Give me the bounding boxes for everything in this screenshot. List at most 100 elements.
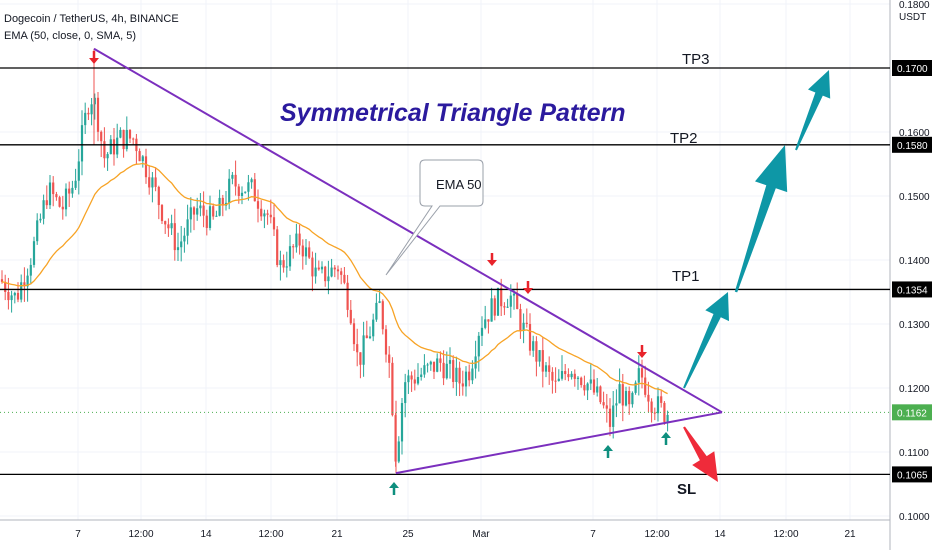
- price-tag-bg: [892, 136, 932, 153]
- candle-body: [410, 375, 413, 380]
- candle-body: [612, 405, 615, 427]
- candle-body: [634, 382, 637, 393]
- grid: [0, 0, 890, 520]
- candle-body: [330, 267, 333, 277]
- candle-body: [503, 306, 506, 308]
- candle-body: [208, 206, 212, 228]
- candle-body: [266, 213, 269, 215]
- price-tag-text: 0.1354: [897, 285, 928, 296]
- candle-body: [519, 309, 522, 331]
- target-arrow-1: [683, 292, 729, 389]
- price-tick-label: 0.1800: [899, 0, 930, 11]
- candle-body: [138, 151, 141, 162]
- candle-body: [314, 267, 317, 277]
- candle-body: [279, 260, 282, 266]
- candle-body: [71, 187, 74, 194]
- candle-body: [516, 293, 519, 310]
- candle-body: [570, 373, 573, 378]
- candle-body: [436, 358, 439, 372]
- candle-body: [384, 329, 388, 355]
- candle-body: [64, 188, 68, 210]
- time-tick-label: 14: [714, 529, 726, 540]
- tp1-label: TP1: [672, 268, 700, 285]
- candle-body: [301, 245, 304, 257]
- candle-body: [167, 224, 170, 229]
- ema-line: [1, 162, 668, 395]
- indicator-legend[interactable]: EMA (50, close, 0, SMA, 5): [4, 30, 136, 42]
- candlestick-series: [0, 48, 669, 474]
- candle-body: [122, 129, 125, 150]
- price-axis[interactable]: 0.1800 0.1700 0.1600 0.1500 0.1400 0.1300 0.12…: [899, 0, 930, 523]
- candle-body: [343, 274, 346, 283]
- time-tick-label: 21: [844, 529, 856, 540]
- candle-body: [151, 177, 154, 188]
- candle-body: [55, 194, 58, 198]
- candle-body: [656, 396, 660, 414]
- candle-body: [548, 365, 551, 372]
- pivot-marker-head: [523, 288, 533, 294]
- candle-body: [112, 139, 116, 155]
- candle-body: [340, 271, 343, 275]
- pivot-marker-head: [637, 352, 647, 358]
- candle-body: [500, 287, 503, 307]
- candle-body: [29, 264, 32, 276]
- candle-body: [420, 374, 423, 378]
- symbol-title[interactable]: Dogecoin / TetherUS, 4h, BINANCE: [4, 13, 179, 25]
- candle-body: [471, 368, 474, 381]
- candle-body: [116, 137, 119, 155]
- candle-body: [413, 379, 416, 384]
- candle-body: [650, 401, 653, 413]
- candle-body: [186, 219, 189, 236]
- candle-body: [13, 292, 16, 296]
- candle-body: [464, 371, 468, 387]
- candle-body: [212, 206, 215, 217]
- candle-body: [256, 201, 260, 209]
- candle-body: [183, 235, 186, 242]
- candle-body: [583, 385, 586, 391]
- price-tag-bg: [892, 60, 932, 76]
- tp2-label: TP2: [670, 130, 698, 147]
- candle-body: [288, 246, 292, 267]
- time-axis[interactable]: 7 12:00 14 12:00 21 25 Mar 7 12:00 14 12:00 21: [75, 529, 856, 540]
- price-tick-label: 0.1500: [899, 192, 930, 203]
- candle-body: [439, 358, 442, 363]
- resistance-trendline: [93, 47, 723, 414]
- candle-body: [52, 182, 55, 195]
- candle-body: [205, 215, 208, 228]
- candle-body: [554, 380, 557, 382]
- triangle-pattern[interactable]: [93, 47, 723, 475]
- target-levels[interactable]: [0, 67, 890, 476]
- candle-body: [484, 319, 487, 328]
- candle-body: [132, 138, 135, 140]
- pivot-marker-head: [603, 445, 613, 451]
- candle-body: [173, 223, 176, 251]
- candle-body: [532, 341, 535, 351]
- candle-body: [624, 390, 628, 406]
- candle-body: [157, 186, 160, 206]
- time-tick-label: 12:00: [644, 529, 669, 540]
- candle-body: [429, 361, 432, 365]
- pattern-title: Symmetrical Triangle Pattern: [280, 99, 626, 127]
- candle-body: [461, 383, 464, 387]
- candle-body: [388, 354, 391, 363]
- candle-body: [506, 306, 509, 308]
- candle-body: [141, 156, 144, 162]
- unit-label: USDT: [899, 12, 926, 23]
- support-trendline: [395, 411, 723, 475]
- candle-body: [10, 295, 13, 301]
- target-arrow-2: [734, 145, 788, 293]
- candle-body: [189, 207, 192, 220]
- candle-body: [359, 352, 362, 365]
- candle-body: [215, 215, 218, 217]
- pivot-markers: [89, 51, 671, 495]
- ema-callout[interactable]: EMA 50: [385, 159, 484, 276]
- pivot-marker-head: [389, 482, 399, 488]
- candle-body: [196, 208, 199, 215]
- price-tag-text: 0.1700: [897, 64, 928, 75]
- price-tag-text: 0.1065: [897, 470, 928, 481]
- candle-body: [240, 192, 244, 196]
- candle-body: [525, 322, 528, 325]
- candle-body: [487, 319, 490, 322]
- candle-body: [36, 220, 39, 242]
